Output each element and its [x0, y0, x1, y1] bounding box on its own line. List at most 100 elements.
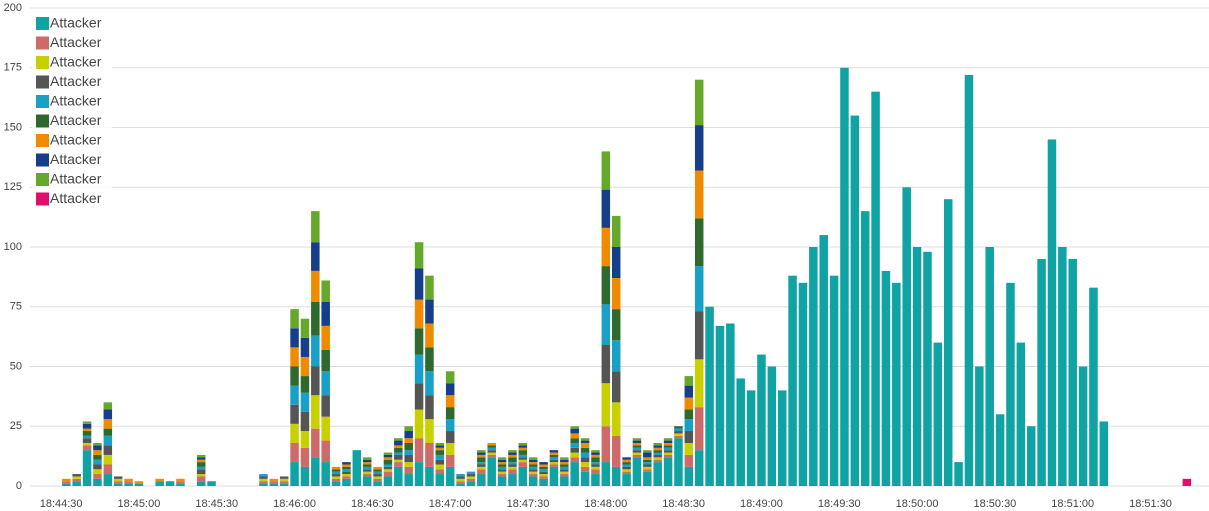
bar-segment: [549, 457, 559, 460]
bar-segment: [663, 454, 673, 458]
bar-segment: [622, 459, 631, 463]
bar-segment: [653, 457, 662, 460]
bar-segment: [425, 442, 434, 467]
bar-segment: [394, 462, 403, 467]
bar-segment: [560, 474, 569, 477]
bar-segment: [290, 404, 299, 424]
bar-segment: [591, 457, 600, 463]
bar-segment: [394, 445, 403, 448]
bar-segment: [113, 478, 123, 482]
bar-segment: [591, 464, 600, 467]
bar-segment: [93, 464, 102, 470]
bar-segment: [290, 328, 299, 348]
bar-segment: [321, 349, 330, 372]
bar-segment: [518, 457, 528, 460]
bar-segment: [321, 325, 330, 350]
y-tick-label: 200: [4, 2, 22, 14]
bar-segment: [674, 438, 683, 486]
bar-segment: [269, 478, 279, 482]
bar-segment: [715, 325, 725, 486]
bar-segment: [155, 478, 164, 482]
bar-segment: [663, 457, 673, 486]
bar-segment: [425, 347, 434, 372]
bar-segment: [684, 409, 694, 420]
x-tick-label: 18:45:00: [118, 498, 161, 510]
bar-segment: [321, 440, 330, 463]
bar-segment: [736, 378, 745, 486]
bar-segment: [466, 481, 476, 486]
bar-segment: [82, 421, 92, 424]
bar-segment: [259, 481, 268, 484]
y-tick-label: 50: [10, 360, 22, 372]
bar-segment: [580, 471, 590, 486]
bar-segment: [653, 452, 662, 455]
bar-segment: [311, 301, 320, 336]
bar-segment: [508, 469, 517, 475]
bar-segment: [383, 454, 393, 458]
bar-segment: [477, 457, 486, 463]
bar-segment: [445, 419, 455, 432]
bar-segment: [497, 466, 507, 470]
bar-segment: [643, 452, 652, 458]
y-tick-label: 75: [10, 301, 22, 313]
bar-segment: [362, 471, 372, 475]
bar-segment: [456, 476, 465, 479]
bar-segment: [684, 431, 694, 443]
bar-segment: [508, 474, 517, 486]
bar-segment: [93, 450, 102, 455]
bar-segment: [331, 476, 341, 479]
bar-segment: [943, 199, 953, 486]
x-tick-label: 18:49:00: [740, 498, 783, 510]
bar-segment: [362, 457, 372, 460]
bar-segment: [985, 247, 994, 486]
bar-segment: [487, 452, 496, 455]
x-tick-label: 18:47:30: [507, 498, 550, 510]
legend-swatch: [36, 134, 49, 147]
bar-segment: [518, 447, 528, 451]
bar-segment: [342, 462, 351, 465]
bar-segment: [362, 462, 372, 465]
bar-segment: [663, 440, 673, 443]
bar-segment: [497, 464, 507, 467]
bar-segment: [196, 469, 206, 475]
bar-segment: [477, 469, 486, 475]
bar-segment: [331, 469, 341, 472]
legend-label: Attacker: [50, 112, 102, 128]
bar-segment: [632, 447, 642, 451]
bar-segment: [414, 299, 424, 329]
bar-segment: [497, 459, 507, 463]
bar-segment: [155, 481, 164, 486]
bar-segment: [72, 481, 81, 486]
bar-segment: [580, 452, 590, 458]
bar-segment: [487, 450, 496, 453]
bar-segment: [632, 440, 642, 443]
bar-segment: [601, 304, 611, 345]
bar-segment: [435, 447, 445, 451]
bar-segment: [539, 469, 548, 472]
bar-segment: [757, 354, 766, 486]
bar-segment: [82, 431, 92, 436]
bar-segment: [259, 476, 268, 479]
bar-segment: [975, 366, 984, 486]
bar-segment: [746, 390, 756, 486]
bar-segment: [93, 459, 102, 465]
bar-segment: [487, 457, 496, 486]
bar-segment: [362, 466, 372, 470]
bar-segment: [549, 450, 559, 453]
bar-segment: [435, 469, 445, 475]
bar-segment: [311, 211, 320, 243]
bar-segment: [383, 459, 393, 465]
bar-segment: [373, 469, 382, 472]
bar-segment: [684, 397, 694, 410]
bar-segment: [684, 419, 694, 432]
bar-segment: [300, 392, 310, 412]
bar-segment: [196, 476, 206, 482]
bar-segment: [611, 215, 621, 247]
bar-segment: [342, 476, 351, 479]
x-tick-label: 18:48:30: [662, 498, 705, 510]
bar-segment: [954, 462, 963, 486]
bar-segment: [487, 454, 496, 458]
bar-segment: [259, 474, 268, 477]
bar-segment: [466, 471, 476, 475]
bar-segment: [62, 481, 71, 484]
